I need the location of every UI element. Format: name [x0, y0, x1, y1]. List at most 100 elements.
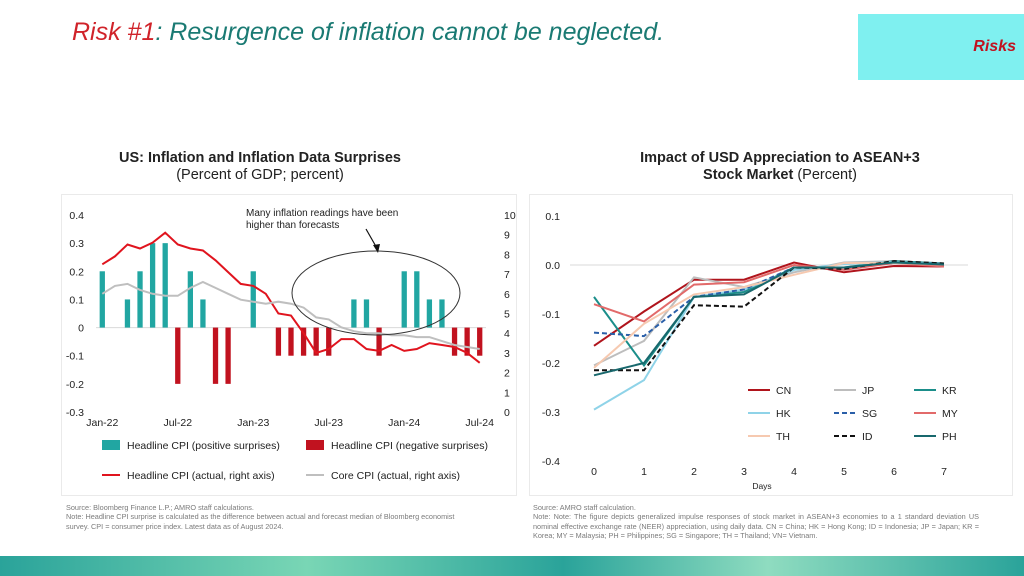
series-line-kr [593, 260, 945, 368]
section-tag: Risks [858, 14, 1024, 80]
negative-surprise-bar [464, 327, 470, 356]
positive-surprise-bar [149, 243, 156, 328]
core-cpi-line [101, 280, 480, 350]
left-chart-title-block: US: Inflation and Inflation Data Surpris… [62, 150, 458, 184]
negative-surprise-bar [451, 327, 458, 356]
left-chart-notes: Source: Bloomberg Finance L.P.; AMRO sta… [66, 503, 466, 531]
negative-surprise-bar [477, 327, 483, 356]
positive-surprise-bar [187, 271, 193, 328]
left-x-tick: Jul-23 [314, 417, 343, 429]
positive-surprise-bar [363, 299, 370, 328]
left-chart-source: Source: Bloomberg Finance L.P.; AMRO sta… [66, 503, 254, 512]
right-y-tick: 9 [504, 230, 510, 242]
right-y-tick: 0 [504, 407, 510, 419]
annotation-arrow-head [373, 244, 380, 253]
positive-surprise-bar [401, 271, 407, 328]
right-chart-source: Source: AMRO staff calculation. [533, 503, 636, 512]
right-chart-x-tick: 3 [741, 466, 747, 478]
left-y-tick: 0.3 [69, 238, 84, 250]
left-x-tick: Jan-22 [86, 417, 118, 429]
legend-label-sg: SG [862, 408, 877, 420]
right-y-tick: 3 [504, 348, 510, 360]
positive-surprise-bar [99, 271, 105, 328]
left-chart-note: Note: Headline CPI surprise is calculate… [66, 512, 455, 531]
legend-label-th: TH [776, 431, 790, 443]
slide-title: Risk #1: Resurgence of inflation cannot … [72, 18, 664, 47]
right-chart-panel: 0.1 0.0 -0.1 -0.2 -0.3 -0.4 0 1 2 3 4 5 6 7 Days CN JP KR… [530, 195, 1012, 495]
legend-label-cn: CN [776, 385, 791, 397]
positive-surprise-bar [250, 271, 256, 328]
negative-surprise-bar [288, 327, 294, 356]
right-chart-note: Note: Note: The figure depicts generaliz… [533, 512, 979, 541]
right-chart-title-line2: Stock Market [703, 167, 794, 183]
negative-surprise-bar [313, 327, 319, 356]
right-chart-y-tick: -0.4 [542, 456, 560, 468]
positive-surprise-bar [162, 243, 168, 328]
right-chart-x-tick: 6 [891, 466, 897, 478]
legend-label-my: MY [942, 408, 958, 420]
right-chart-y-tick: 0.0 [545, 260, 560, 272]
legend-label-ph: PH [942, 431, 957, 443]
left-x-tick: Jul-24 [465, 417, 494, 429]
negative-surprise-bar [175, 327, 181, 384]
legend-label-hk: HK [776, 408, 791, 420]
negative-surprise-bar [376, 327, 382, 356]
legend-swatch [102, 440, 120, 450]
right-chart-y-tick: -0.2 [542, 358, 560, 370]
series-line-jp [593, 260, 945, 367]
legend-label: Headline CPI (positive surprises) [127, 440, 280, 452]
positive-surprise-bar [351, 299, 357, 328]
negative-surprise-bar [275, 327, 282, 356]
series-line-sg [593, 261, 945, 338]
legend-swatch [306, 440, 324, 450]
right-y-tick: 2 [504, 368, 510, 380]
left-y-tick: -0.2 [66, 379, 84, 391]
positive-surprise-bar [426, 299, 433, 328]
right-chart-notes: Source: AMRO staff calculation. Note: No… [533, 503, 979, 541]
series-line-cn [593, 261, 945, 347]
left-y-tick: -0.1 [66, 351, 84, 363]
legend-label: Core CPI (actual, right axis) [331, 470, 460, 482]
right-chart-x-tick: 5 [841, 466, 847, 478]
section-tag-label: Risks [973, 38, 1016, 55]
right-chart-title-block: Impact of USD Appreciation to ASEAN+3 St… [560, 150, 1000, 184]
left-y-tick: 0 [78, 323, 84, 335]
right-chart: 0.1 0.0 -0.1 -0.2 -0.3 -0.4 0 1 2 3 4 5 6 7 Days CN JP KR… [542, 211, 968, 491]
right-chart-title-line1: Impact of USD Appreciation to ASEAN+3 [640, 150, 920, 166]
right-chart-y-tick: 0.1 [545, 211, 560, 223]
left-chart: 0.40.30.20.10-0.1-0.2-0.3109876543210Jan… [66, 208, 516, 482]
positive-surprise-bar [137, 271, 143, 328]
negative-surprise-bar [326, 327, 332, 356]
series-line-ph [593, 261, 945, 377]
headline-cpi-line [101, 231, 481, 364]
left-x-tick: Jan-24 [388, 417, 420, 429]
right-chart-y-tick: -0.3 [542, 407, 560, 419]
left-chart-subtitle: (Percent of GDP; percent) [176, 167, 344, 183]
right-y-tick: 6 [504, 289, 510, 301]
right-y-tick: 1 [504, 387, 510, 399]
negative-surprise-bar [212, 327, 219, 384]
series-line-hk [593, 261, 945, 411]
left-y-tick: 0.1 [69, 294, 84, 306]
right-chart-x-tick: 4 [791, 466, 797, 478]
right-chart-x-label: Days [752, 481, 771, 491]
positive-surprise-bar [200, 299, 206, 328]
left-chart-title: US: Inflation and Inflation Data Surpris… [119, 150, 401, 166]
right-chart-x-tick: 0 [591, 466, 597, 478]
right-y-tick: 8 [504, 249, 510, 261]
negative-surprise-bar [225, 327, 231, 384]
positive-surprise-bar [414, 271, 420, 328]
legend-label-kr: KR [942, 385, 957, 397]
legend-label-id: ID [862, 431, 873, 443]
right-chart-title-unit: (Percent) [797, 167, 857, 183]
left-chart-panel: 0.4 0.3 0.2 0.1 0 -0.1 -0.2 -0.3 10 9 8 7 6 5 4 3 2 1 0 Jan… [62, 195, 516, 495]
left-x-tick: Jan-23 [237, 417, 269, 429]
left-x-tick: Jul-22 [163, 417, 192, 429]
legend-label-jp: JP [862, 385, 874, 397]
highlight-ellipse [291, 250, 461, 336]
right-chart-x-tick: 7 [941, 466, 947, 478]
right-chart-y-tick: -0.1 [542, 309, 560, 321]
right-y-tick: 5 [504, 309, 510, 321]
legend-label: Headline CPI (negative surprises) [331, 440, 488, 452]
right-y-tick: 10 [504, 210, 516, 222]
